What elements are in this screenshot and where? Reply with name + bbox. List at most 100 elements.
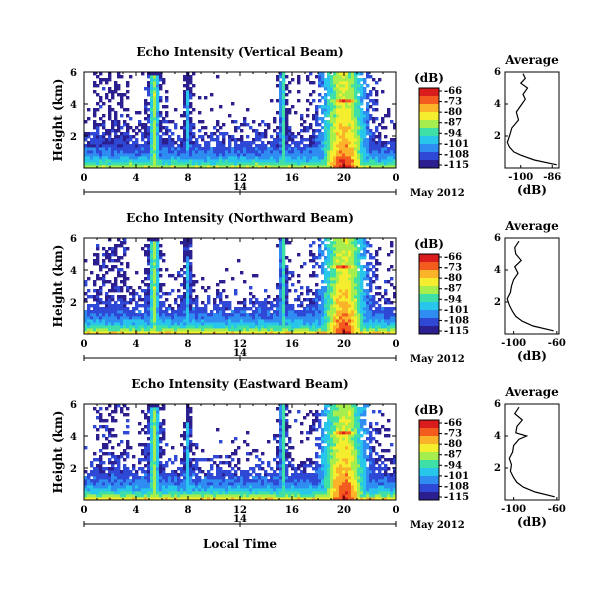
heatmap-cell: [246, 153, 250, 157]
heatmap-cell: [354, 328, 358, 332]
heatmap-cell: [189, 75, 193, 79]
heatmap-cell: [171, 446, 175, 450]
heatmap-cell: [372, 102, 376, 106]
heatmap-cell: [231, 156, 235, 160]
heatmap-cell: [177, 325, 181, 329]
heatmap-cell: [336, 319, 340, 323]
heatmap-cell: [108, 313, 112, 317]
heatmap-cell: [201, 494, 205, 498]
heatmap-cell: [156, 455, 160, 459]
heatmap-cell: [162, 331, 166, 335]
heatmap-cell: [186, 120, 190, 124]
heatmap-cell: [108, 413, 112, 417]
colorbar-segment: [419, 298, 439, 301]
heatmap-cell: [384, 298, 388, 302]
heatmap-cell: [273, 162, 277, 166]
heatmap-cell: [261, 120, 265, 124]
heatmap-cell: [120, 289, 124, 293]
heatmap-cell: [312, 310, 316, 314]
heatmap-cell: [183, 165, 187, 169]
heatmap-cell: [162, 156, 166, 160]
heatmap-cell: [285, 274, 289, 278]
heatmap-cell: [315, 295, 319, 299]
heatmap-cell: [189, 434, 193, 438]
heatmap-cell: [225, 301, 229, 305]
heatmap-cell: [243, 280, 247, 284]
heatmap-cell: [153, 310, 157, 314]
heatmap-cell: [279, 120, 283, 124]
heatmap-cell: [306, 114, 310, 118]
heatmap-cell: [345, 244, 349, 248]
heatmap-cell: [384, 316, 388, 320]
heatmap-cell: [318, 138, 322, 142]
heatmap-cell: [330, 331, 334, 335]
heatmap-cell: [375, 153, 379, 157]
heatmap-cell: [354, 265, 358, 269]
heatmap-cell: [312, 316, 316, 320]
heatmap-cell: [123, 132, 127, 136]
x-tick-label: 16: [285, 339, 299, 350]
heatmap-cell: [384, 319, 388, 323]
heatmap-cell: [117, 289, 121, 293]
heatmap-cell: [318, 129, 322, 133]
heatmap-cell: [102, 156, 106, 160]
heatmap-cell: [366, 138, 370, 142]
heatmap-cell: [333, 328, 337, 332]
heatmap-cell: [336, 81, 340, 85]
heatmap-cell: [345, 271, 349, 275]
heatmap-cell: [189, 410, 193, 414]
heatmap-cell: [351, 117, 355, 121]
heatmap-cell: [117, 476, 121, 480]
heatmap-cell: [108, 87, 112, 91]
heatmap-cell: [219, 440, 223, 444]
heatmap-cell: [93, 328, 97, 332]
heatmap-cell: [147, 452, 151, 456]
heatmap-cell: [303, 120, 307, 124]
heatmap-cell: [384, 325, 388, 329]
heatmap-cell: [330, 319, 334, 323]
heatmap-cell: [111, 141, 115, 145]
heatmap-cell: [84, 482, 88, 486]
heatmap-cell: [243, 298, 247, 302]
colorbar-segment: [419, 286, 439, 289]
heatmap-cell: [96, 156, 100, 160]
heatmap-cell: [90, 144, 94, 148]
heatmap-cell: [321, 162, 325, 166]
heatmap-cell: [363, 277, 367, 281]
heatmap-cell: [102, 265, 106, 269]
heatmap-cell: [237, 138, 241, 142]
heatmap-cell: [267, 295, 271, 299]
heatmap-cell: [204, 322, 208, 326]
heatmap-cell: [363, 256, 367, 260]
heatmap-cell: [156, 497, 160, 501]
heatmap-cell: [111, 313, 115, 317]
heatmap-cell: [144, 244, 148, 248]
heatmap-cell: [171, 138, 175, 142]
heatmap-cell: [207, 135, 211, 139]
heatmap-cell: [96, 153, 100, 157]
heatmap-cell: [111, 310, 115, 314]
heatmap-cell: [324, 141, 328, 145]
heatmap-cell: [93, 470, 97, 474]
heatmap-cell: [141, 470, 145, 474]
heatmap-cell: [96, 129, 100, 133]
heatmap-cell: [186, 322, 190, 326]
heatmap-cell: [378, 310, 382, 314]
heatmap-cell: [357, 78, 361, 82]
heatmap-cell: [183, 449, 187, 453]
heatmap-cell: [156, 461, 160, 465]
heatmap-cell: [276, 307, 280, 311]
heatmap-cell: [186, 93, 190, 97]
heatmap-cell: [156, 271, 160, 275]
colorbar-segment: [419, 138, 439, 141]
heatmap-cell: [90, 319, 94, 323]
heatmap-cell: [111, 316, 115, 320]
heatmap-cell: [186, 473, 190, 477]
heatmap-cell: [192, 274, 196, 278]
heatmap-cell: [336, 286, 340, 290]
heatmap-cell: [201, 491, 205, 495]
heatmap-cell: [243, 310, 247, 314]
heatmap-cell: [378, 150, 382, 154]
heatmap-cell: [243, 147, 247, 151]
heatmap-cell: [171, 470, 175, 474]
